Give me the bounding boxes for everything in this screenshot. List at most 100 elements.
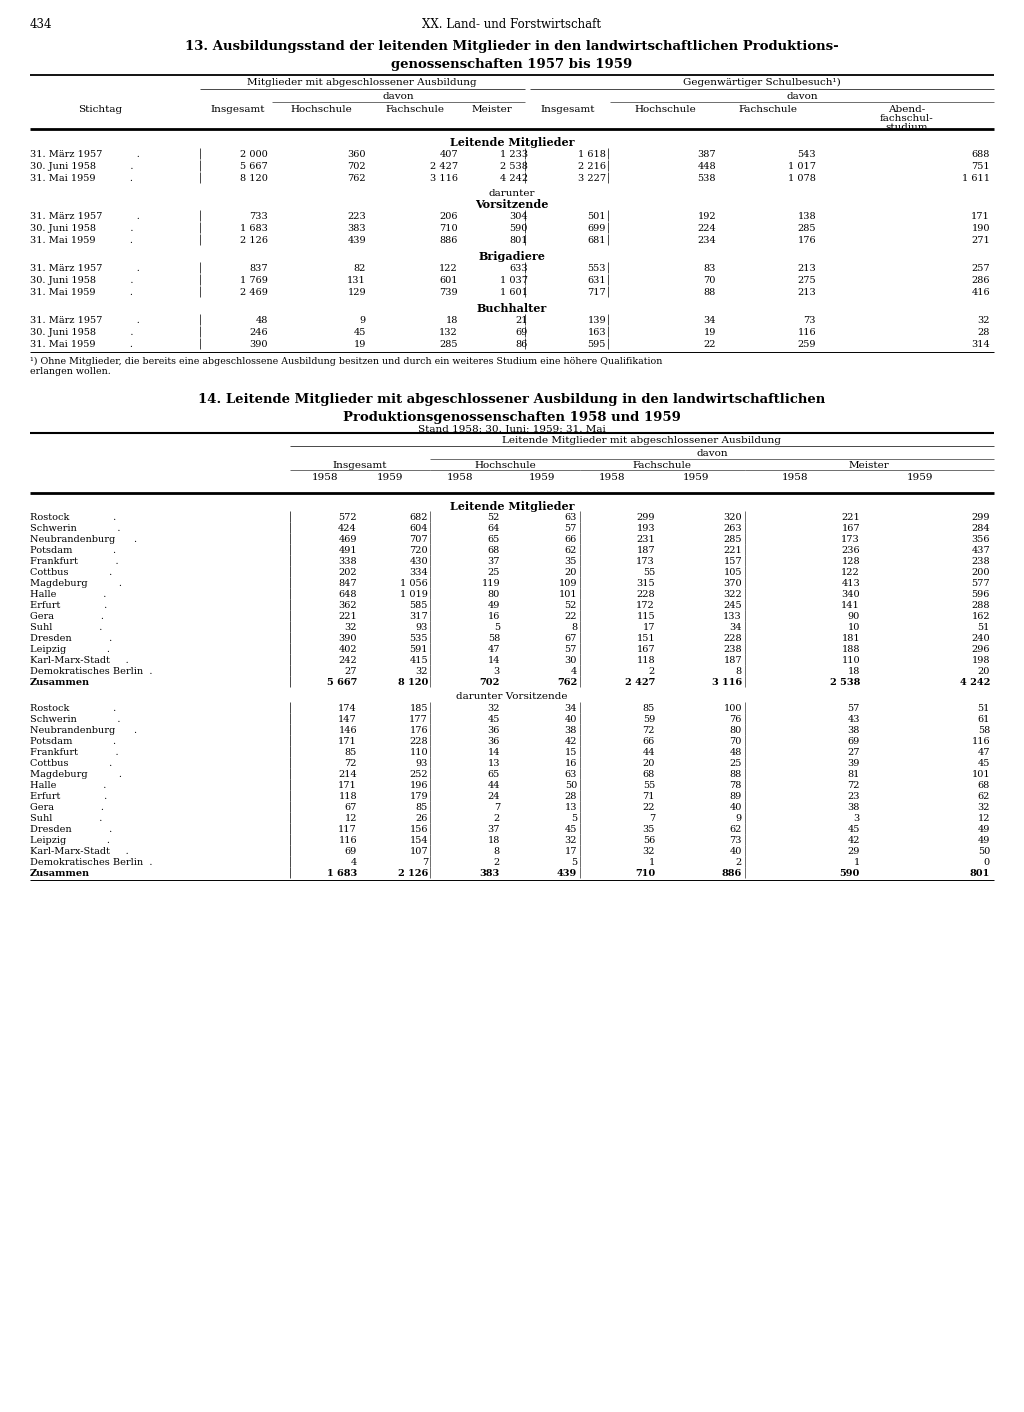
Text: 1958: 1958 (446, 473, 473, 481)
Text: 1 601: 1 601 (500, 288, 528, 297)
Text: 62: 62 (978, 792, 990, 801)
Text: 5: 5 (494, 623, 500, 633)
Text: 356: 356 (972, 535, 990, 544)
Text: 424: 424 (338, 524, 357, 532)
Text: 315: 315 (636, 579, 655, 587)
Text: 4: 4 (351, 858, 357, 867)
Text: 187: 187 (636, 546, 655, 555)
Text: 1 233: 1 233 (500, 150, 528, 160)
Text: 171: 171 (971, 212, 990, 222)
Text: 156: 156 (410, 825, 428, 834)
Text: 362: 362 (338, 602, 357, 610)
Text: 1 611: 1 611 (962, 174, 990, 184)
Text: 72: 72 (642, 726, 655, 736)
Text: 88: 88 (730, 770, 742, 779)
Text: 234: 234 (697, 236, 716, 246)
Text: 590: 590 (840, 868, 860, 878)
Text: 173: 173 (842, 535, 860, 544)
Text: 30. Juni 1958           .: 30. Juni 1958 . (30, 225, 133, 233)
Text: Schwerin             .: Schwerin . (30, 714, 121, 724)
Text: 172: 172 (636, 602, 655, 610)
Text: 58: 58 (978, 726, 990, 736)
Text: 439: 439 (347, 236, 366, 246)
Text: 2 000: 2 000 (241, 150, 268, 160)
Text: 21: 21 (515, 316, 528, 325)
Text: 1958: 1958 (311, 473, 338, 481)
Text: Mitglieder mit abgeschlossener Ausbildung: Mitglieder mit abgeschlossener Ausbildun… (247, 78, 477, 88)
Text: 12: 12 (344, 813, 357, 823)
Text: 62: 62 (730, 825, 742, 834)
Text: 171: 171 (338, 781, 357, 789)
Text: 116: 116 (338, 836, 357, 844)
Text: 116: 116 (972, 737, 990, 746)
Text: 1958: 1958 (599, 473, 626, 481)
Text: 288: 288 (972, 602, 990, 610)
Text: 228: 228 (410, 737, 428, 746)
Text: 173: 173 (636, 556, 655, 566)
Text: 34: 34 (729, 623, 742, 633)
Text: Meister: Meister (472, 104, 512, 114)
Text: 590: 590 (510, 225, 528, 233)
Text: 415: 415 (410, 657, 428, 665)
Text: davon: davon (786, 92, 818, 102)
Text: 38: 38 (848, 726, 860, 736)
Text: 707: 707 (410, 535, 428, 544)
Text: 214: 214 (338, 770, 357, 779)
Text: 1 683: 1 683 (240, 225, 268, 233)
Text: 13. Ausbildungsstand der leitenden Mitglieder in den landwirtschaftlichen Produk: 13. Ausbildungsstand der leitenden Mitgl… (185, 40, 839, 54)
Text: 128: 128 (842, 556, 860, 566)
Text: 18: 18 (445, 316, 458, 325)
Text: 14. Leitende Mitglieder mit abgeschlossener Ausbildung in den landwirtschaftlich: 14. Leitende Mitglieder mit abgeschlosse… (199, 393, 825, 407)
Text: 63: 63 (564, 770, 577, 779)
Text: 198: 198 (972, 657, 990, 665)
Text: 30. Juni 1958           .: 30. Juni 1958 . (30, 328, 133, 337)
Text: 138: 138 (798, 212, 816, 222)
Text: 22: 22 (642, 803, 655, 812)
Text: 151: 151 (636, 634, 655, 642)
Text: 132: 132 (439, 328, 458, 337)
Text: 177: 177 (410, 714, 428, 724)
Text: 682: 682 (410, 513, 428, 522)
Text: 7: 7 (494, 803, 500, 812)
Text: 57: 57 (848, 705, 860, 713)
Text: 383: 383 (347, 225, 366, 233)
Text: 69: 69 (345, 847, 357, 856)
Text: Potsdam             .: Potsdam . (30, 546, 116, 555)
Text: 9: 9 (359, 316, 366, 325)
Text: 49: 49 (978, 836, 990, 844)
Text: 4: 4 (570, 666, 577, 676)
Text: 101: 101 (972, 770, 990, 779)
Text: 601: 601 (439, 275, 458, 285)
Text: 55: 55 (643, 568, 655, 578)
Text: 20: 20 (643, 760, 655, 768)
Text: Karl-Marx-Stadt     .: Karl-Marx-Stadt . (30, 847, 129, 856)
Text: 202: 202 (338, 568, 357, 578)
Text: 370: 370 (723, 579, 742, 587)
Text: 179: 179 (410, 792, 428, 801)
Text: Zusammen: Zusammen (30, 678, 90, 688)
Text: 5: 5 (570, 858, 577, 867)
Text: 538: 538 (697, 174, 716, 184)
Text: 1 017: 1 017 (788, 162, 816, 171)
Text: 88: 88 (703, 288, 716, 297)
Text: Fachschule: Fachschule (633, 460, 691, 470)
Text: 71: 71 (642, 792, 655, 801)
Text: 8 120: 8 120 (240, 174, 268, 184)
Text: 19: 19 (353, 340, 366, 349)
Text: 32: 32 (344, 623, 357, 633)
Text: 413: 413 (842, 579, 860, 587)
Text: 116: 116 (798, 328, 816, 337)
Text: 34: 34 (703, 316, 716, 325)
Text: 80: 80 (487, 590, 500, 599)
Text: 40: 40 (730, 803, 742, 812)
Text: 1959: 1959 (906, 473, 933, 481)
Text: Demokratisches Berlin  .: Demokratisches Berlin . (30, 666, 153, 676)
Text: 50: 50 (565, 781, 577, 789)
Text: Demokratisches Berlin  .: Demokratisches Berlin . (30, 858, 153, 867)
Text: 29: 29 (848, 847, 860, 856)
Text: 228: 228 (723, 634, 742, 642)
Text: 119: 119 (481, 579, 500, 587)
Text: 30. Juni 1958           .: 30. Juni 1958 . (30, 275, 133, 285)
Text: 596: 596 (972, 590, 990, 599)
Text: 699: 699 (588, 225, 606, 233)
